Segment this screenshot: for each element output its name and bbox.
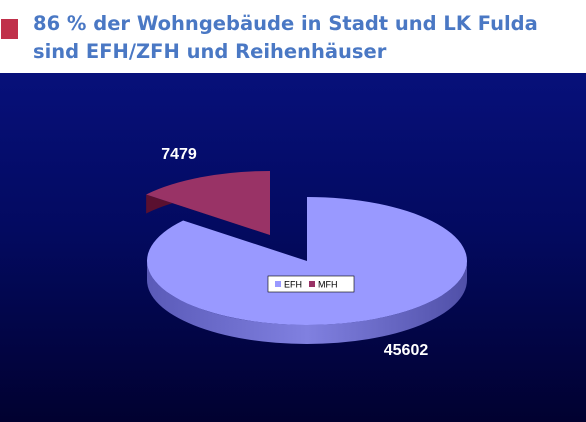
- chart-legend: EFH MFH: [267, 275, 355, 293]
- pie-chart: 45602 7479 EFH MFH: [146, 146, 468, 359]
- legend-swatch-efh: [275, 281, 281, 287]
- legend-label-efh: EFH: [284, 280, 302, 290]
- data-label-mfh: 7479: [161, 146, 197, 163]
- slide-title: 86 % der Wohngebäude in Stadt und LK Ful…: [33, 12, 538, 63]
- pie-slice-mfh: [146, 171, 270, 235]
- legend-swatch-mfh: [309, 281, 315, 287]
- legend-label-mfh: MFH: [318, 280, 338, 290]
- pie-tops: [146, 171, 468, 325]
- pie-slice-efh: [147, 197, 468, 325]
- title-marker: [1, 19, 18, 39]
- data-label-efh: 45602: [384, 342, 429, 359]
- slide-header: 86 % der Wohngebäude in Stadt und LK Ful…: [0, 0, 586, 72]
- chart-area: 45602 7479 EFH MFH: [0, 73, 586, 422]
- pie-side-efh: [147, 261, 467, 344]
- data-labels: 45602 7479: [161, 146, 428, 359]
